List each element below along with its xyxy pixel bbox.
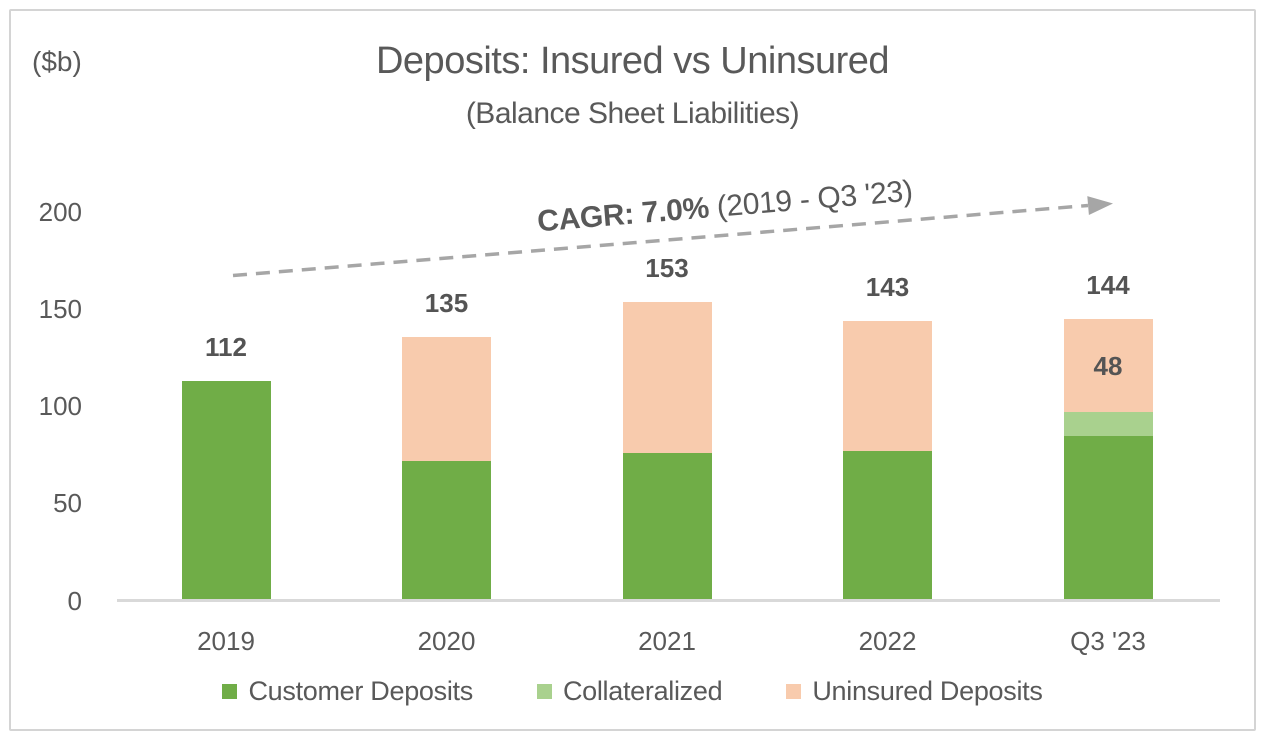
bar-segment [843,451,932,599]
legend-item: Collateralized [536,676,723,707]
legend-label: Collateralized [562,676,723,706]
bar-total-label: 144 [1086,270,1130,301]
y-axis-tick-label: 150 [38,294,82,325]
x-axis-line [117,599,1220,602]
legend-swatch [222,684,238,699]
x-axis-category-label: 2019 [197,626,255,656]
bar-total-label: 112 [205,332,247,363]
x-axis-category-label: 2022 [858,626,917,656]
chart-frame-border [9,9,1256,731]
x-axis-category-label: 2021 [638,626,696,656]
y-axis-tick-label: 100 [38,391,82,422]
bar-segment [402,336,491,462]
y-axis-tick-label: 200 [38,196,82,227]
legend-swatch [786,684,802,699]
legend-label: Customer Deposits [248,676,473,706]
bar-segment [181,381,271,599]
bar-total-label: 143 [865,272,910,303]
bar-segment [843,321,932,452]
chart-title: Deposits: Insured vs Uninsured [375,40,890,82]
bar-segment [1063,412,1153,436]
units-label: ($b) [32,46,82,77]
legend-item: Customer Deposits [222,676,473,707]
x-axis-category-label: 2020 [417,626,476,656]
bar-total-label: 153 [645,252,689,283]
bar-segment [1063,319,1153,413]
bar-total-label: 135 [424,287,469,318]
y-axis-tick-label: 50 [53,488,82,519]
bar-segment [1063,435,1153,599]
bar-segment [402,461,491,599]
legend-swatch [536,684,552,699]
chart-subtitle: (Balance Sheet Liabilities) [465,97,800,130]
bar-segment [622,301,712,454]
legend-item: Uninsured Deposits [786,676,1043,707]
bar-segment [622,453,712,599]
y-axis-tick-label: 0 [67,585,82,616]
segment-value-label: 48 [1093,350,1123,381]
x-axis-category-label: Q3 '23 [1070,626,1146,656]
legend: Customer Deposits Collateralized Uninsured… [0,676,1265,707]
legend-label: Uninsured Deposits [812,676,1043,706]
